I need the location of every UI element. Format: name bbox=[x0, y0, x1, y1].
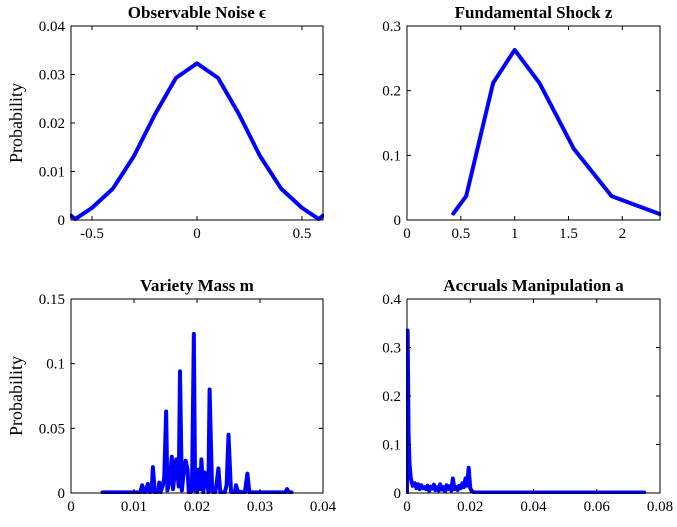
y-tick-label: 0.4 bbox=[382, 292, 401, 308]
x-tick-label: 0.04 bbox=[520, 499, 547, 515]
x-tick-label: 0.08 bbox=[647, 499, 673, 515]
y-tick-label: 0.3 bbox=[382, 19, 401, 35]
y-axis-label: Probability bbox=[6, 83, 26, 163]
y-tick-label: 0.2 bbox=[382, 84, 401, 100]
panel-2: 0 0.5 1 1.5 2 0 0.1 0.2 0.3 Fundamental Shock z bbox=[382, 3, 661, 242]
chart-title: Observable Noise ϵ bbox=[128, 3, 266, 22]
chart-title: Variety Mass m bbox=[140, 276, 254, 295]
x-tick-label: 0.04 bbox=[310, 499, 337, 515]
y-tick-label: 0 bbox=[58, 486, 66, 502]
axes-frame bbox=[406, 298, 661, 494]
x-tick-label: 0.03 bbox=[247, 499, 273, 515]
y-tick-label: 0.01 bbox=[39, 165, 65, 181]
x-tick-label: 0.01 bbox=[121, 499, 147, 515]
series-line bbox=[100, 331, 294, 494]
y-tick-label: 0.15 bbox=[39, 292, 65, 308]
x-tick-label: 0.02 bbox=[457, 499, 483, 515]
y-tick-label: 0.1 bbox=[382, 438, 401, 454]
y-tick-label: 0.2 bbox=[382, 389, 401, 405]
series-line bbox=[451, 47, 661, 217]
y-tick-label: 0 bbox=[394, 486, 402, 502]
y-tick-label: 0.02 bbox=[39, 116, 65, 132]
axes-frame bbox=[406, 25, 661, 221]
y-tick-label: 0.1 bbox=[46, 357, 65, 373]
series-line bbox=[406, 328, 647, 494]
x-tick-label: 0 bbox=[403, 226, 411, 242]
x-tick-label: 1 bbox=[511, 226, 519, 242]
x-tick-label: 0.02 bbox=[184, 499, 210, 515]
chart-title: Fundamental Shock z bbox=[455, 3, 613, 22]
series-line bbox=[70, 61, 324, 221]
x-tick-label: 1.5 bbox=[559, 226, 578, 242]
chart-title: Accruals Manipulation a bbox=[443, 276, 624, 295]
y-tick-label: 0.05 bbox=[39, 421, 65, 437]
y-tick-label: 0 bbox=[394, 213, 402, 229]
x-tick-label: 0.5 bbox=[451, 226, 470, 242]
panel-4: 0 0.02 0.04 0.06 0.08 0 0.1 0.2 0.3 0.4 Accruals M… bbox=[382, 276, 673, 515]
panel-1: -0.5 0 0.5 0 0.01 0.02 0.03 0.04 Observable Nois… bbox=[6, 3, 324, 242]
x-tick-label: 0 bbox=[67, 499, 75, 515]
y-tick-label: 0 bbox=[58, 213, 66, 229]
y-tick-label: 0.1 bbox=[382, 148, 401, 164]
y-tick-label: 0.3 bbox=[382, 341, 401, 357]
x-tick-label: 2 bbox=[619, 226, 627, 242]
y-tick-label: 0.04 bbox=[39, 19, 66, 35]
x-tick-label: 0.5 bbox=[293, 226, 312, 242]
x-tick-label: 0 bbox=[403, 499, 411, 515]
x-tick-label: 0 bbox=[193, 226, 201, 242]
x-tick-label: -0.5 bbox=[80, 226, 104, 242]
x-tick-label: 0.06 bbox=[584, 499, 611, 515]
y-axis-label: Probability bbox=[6, 356, 26, 436]
panel-3: 0 0.01 0.02 0.03 0.04 0 0.05 0.1 0.15 Variety Mas… bbox=[6, 276, 337, 515]
axes-frame bbox=[70, 298, 324, 494]
y-tick-label: 0.03 bbox=[39, 68, 65, 84]
